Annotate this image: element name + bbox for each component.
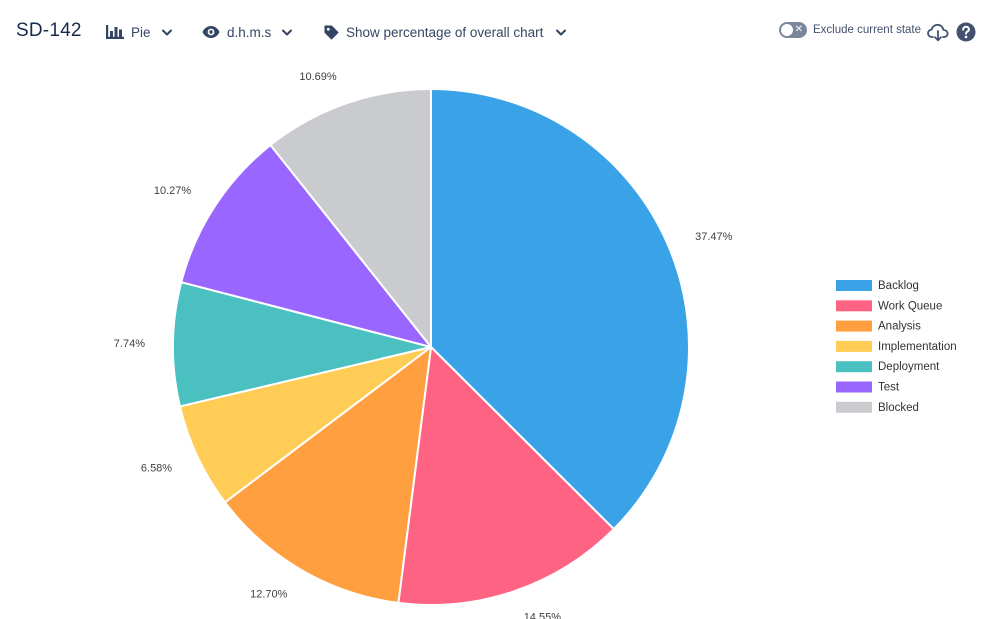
pie-slice-label-blocked: 10.69% (299, 71, 337, 83)
eye-icon (202, 26, 220, 38)
time-format-label: d.h.m.s (227, 24, 272, 40)
pie-slice-blocked[interactable] (269, 88, 432, 348)
legend-label-implementation: Implementation (878, 341, 957, 353)
legend-item-work-queue[interactable]: Work Queue (836, 300, 942, 312)
help-button[interactable] (955, 21, 977, 43)
help-icon (956, 22, 976, 42)
chevron-down-icon (556, 29, 567, 35)
cloud-download-icon (927, 23, 949, 42)
legend-swatch-deployment (836, 361, 872, 373)
legend-item-backlog[interactable]: Backlog (836, 280, 919, 292)
legend-label-analysis: Analysis (878, 321, 921, 333)
exclude-current-state-control: ✕ Exclude current state (779, 22, 921, 38)
pie-slice-work-queue[interactable] (397, 346, 615, 606)
pie-slice-deployment[interactable] (172, 281, 432, 408)
pie-slice-backlog[interactable] (430, 88, 690, 531)
pie-slice-label-work-queue: 14.55% (524, 612, 562, 619)
legend-label-test: Test (878, 382, 900, 394)
pie-slice-label-test: 10.27% (154, 185, 192, 197)
chevron-down-icon (161, 29, 172, 35)
legend-swatch-work-queue (836, 300, 872, 312)
pie-slice-analysis[interactable] (223, 346, 432, 604)
pie-slice-label-analysis: 12.70% (250, 588, 288, 600)
legend-swatch-backlog (836, 280, 872, 291)
chart-type-label: Pie (131, 24, 151, 40)
bar-chart-icon (106, 25, 124, 39)
chart-toolbar: SD-142 Pie d.h.m.s Show percentage o (0, 0, 999, 64)
tag-icon (324, 25, 339, 39)
legend-label-work-queue: Work Queue (878, 300, 942, 312)
percentage-mode-label: Show percentage of overall chart (346, 24, 544, 40)
chart-type-dropdown[interactable]: Pie (106, 21, 172, 43)
legend-label-deployment: Deployment (878, 361, 940, 373)
pie-slice-test[interactable] (180, 144, 432, 348)
legend-item-blocked[interactable]: Blocked (836, 401, 919, 414)
download-button[interactable] (927, 21, 949, 43)
toggle-knob (781, 24, 793, 36)
chevron-down-icon (282, 29, 293, 35)
percentage-mode-dropdown[interactable]: Show percentage of overall chart (324, 21, 567, 43)
legend-item-test[interactable]: Test (836, 381, 900, 394)
legend-label-backlog: Backlog (878, 280, 919, 292)
pie-slice-label-implementation: 6.58% (141, 463, 172, 475)
legend-item-implementation[interactable]: Implementation (836, 340, 957, 353)
legend-label-blocked: Blocked (878, 402, 919, 414)
legend-item-analysis[interactable]: Analysis (836, 320, 921, 333)
legend-item-deployment[interactable]: Deployment (836, 361, 940, 373)
legend-swatch-blocked (836, 401, 872, 413)
pie-slices (172, 88, 690, 606)
chart-legend: Backlog Work Queue Analysis Implementation D… (836, 280, 957, 414)
legend-swatch-test (836, 381, 872, 393)
pie-slice-label-deployment: 7.74% (114, 338, 145, 350)
issue-key-title: SD-142 (16, 20, 82, 41)
exclude-current-state-label: Exclude current state (813, 24, 922, 36)
legend-swatch-implementation (836, 340, 872, 352)
pie-slice-labels: 37.47% 14.55% 12.70% 6.58% 7.74% 10.27% 10.69% (114, 71, 733, 619)
pie-slice-label-backlog: 37.47% (695, 231, 733, 243)
time-format-dropdown[interactable]: d.h.m.s (202, 21, 293, 43)
toggle-off-icon: ✕ (794, 24, 803, 35)
exclude-current-state-toggle[interactable]: ✕ (779, 22, 807, 38)
legend-swatch-analysis (836, 320, 872, 332)
